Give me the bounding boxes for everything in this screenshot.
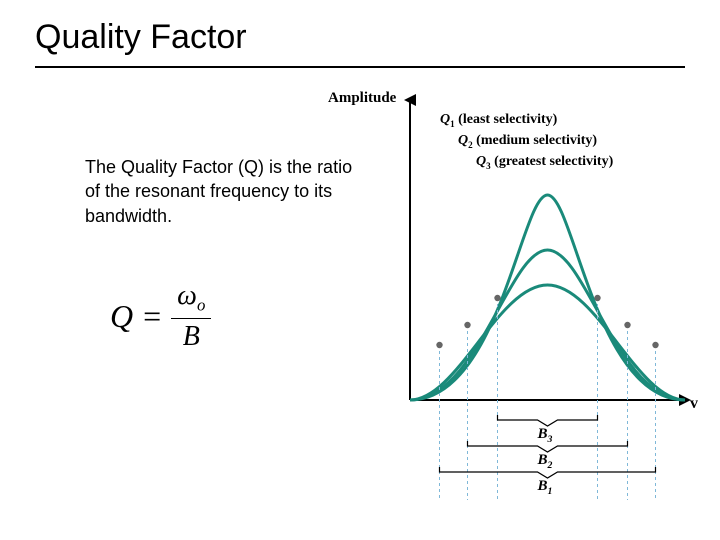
title-underline	[35, 66, 685, 68]
page-title: Quality Factor	[35, 18, 247, 57]
quality-factor-formula: Q = ωo B	[110, 280, 211, 353]
formula-num-sub: o	[197, 296, 205, 315]
fraction-bar	[171, 318, 211, 320]
formula-eq: =	[143, 298, 161, 335]
formula-den: B	[177, 321, 206, 353]
formula-fraction: ωo B	[171, 280, 211, 353]
bandwidth-label: B3	[538, 426, 553, 445]
formula-num-sym: ω	[177, 280, 197, 311]
bandwidth-label: B1	[538, 478, 553, 497]
formula-lhs: Q	[110, 298, 133, 335]
bandwidth-label: B2	[538, 452, 553, 471]
definition-text: The Quality Factor (Q) is the ratio of t…	[85, 155, 365, 228]
